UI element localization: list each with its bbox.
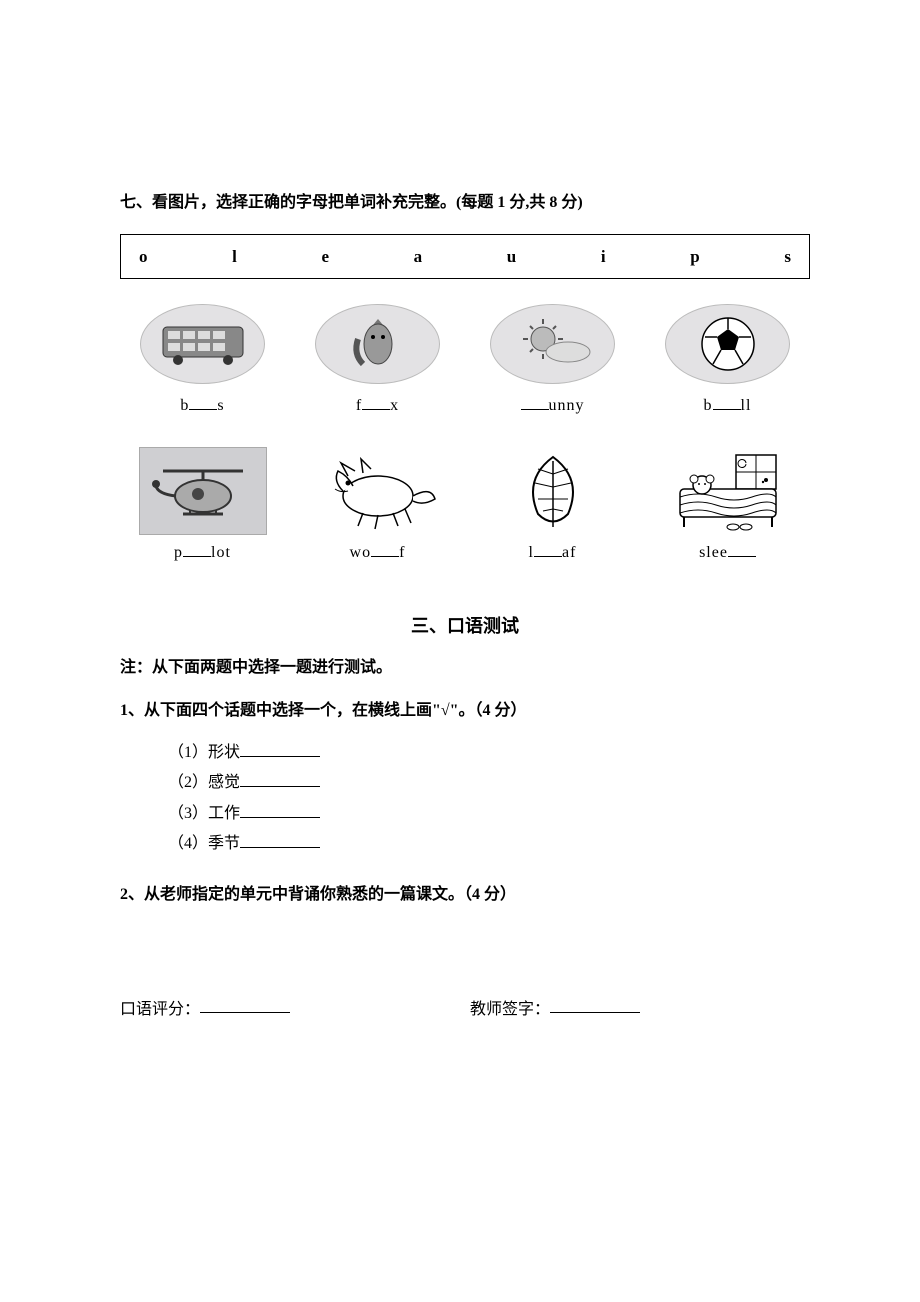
cell-wolf: wo f (303, 446, 453, 566)
word-fox-post: x (390, 397, 399, 414)
oral-q1: 1、从下面四个话题中选择一个，在横线上画"√"。（4 分） (120, 698, 810, 724)
letter-a: a (414, 243, 423, 270)
oral-options: （1）形状 （2）感觉 （3）工作 （4）季节 (168, 738, 810, 860)
letter-i: i (601, 243, 606, 270)
cell-fox: fx (303, 299, 453, 419)
word-ball[interactable]: b ll (704, 393, 752, 419)
sunny-icon (508, 314, 598, 374)
opt-3-blank[interactable] (240, 802, 320, 818)
image-row-2: p lot wo f (120, 446, 810, 566)
signature-row: 口语评分： 教师签字： (120, 997, 810, 1023)
letter-u: u (507, 243, 516, 270)
wolf-icon (313, 451, 443, 531)
word-pilot[interactable]: p lot (174, 540, 231, 566)
letter-l: l (232, 243, 237, 270)
word-wolf[interactable]: wo f (350, 540, 406, 566)
blank-fox[interactable] (362, 394, 390, 410)
blank-ball[interactable] (713, 394, 741, 410)
opt-4-label: （4）季节 (168, 835, 240, 852)
letter-e: e (321, 243, 329, 270)
opt-2[interactable]: （2）感觉 (168, 768, 810, 798)
cell-bus: bs (128, 299, 278, 419)
opt-1[interactable]: （1）形状 (168, 738, 810, 768)
cell-ball: b ll (653, 299, 803, 419)
image-row-1: bs fx (120, 299, 810, 419)
blank-wolf[interactable] (371, 541, 399, 557)
sleep-image (663, 446, 793, 536)
word-sunny-post: unny (549, 397, 585, 414)
ball-image (663, 299, 793, 389)
blank-bus[interactable] (189, 394, 217, 410)
cell-sleep: slee (653, 446, 803, 566)
word-bus-post: s (217, 397, 224, 414)
opt-4[interactable]: （4）季节 (168, 829, 810, 859)
bus-image (138, 299, 268, 389)
word-pilot-post: lot (211, 544, 231, 561)
word-leaf-post: af (562, 544, 576, 561)
opt-2-label: （2）感觉 (168, 774, 240, 791)
opt-2-blank[interactable] (240, 771, 320, 787)
oral-heading: 三、口语测试 (120, 612, 810, 641)
bus-icon (158, 319, 248, 369)
section-7-title: 七、看图片，选择正确的字母把单词补充完整。(每题 1 分,共 8 分) (120, 190, 810, 216)
opt-3[interactable]: （3）工作 (168, 799, 810, 829)
opt-4-blank[interactable] (240, 832, 320, 848)
leaf-image (488, 446, 618, 536)
word-ball-pre: b (704, 397, 713, 414)
word-sleep[interactable]: slee (699, 540, 756, 566)
word-ball-post: ll (741, 397, 752, 414)
wolf-image (313, 446, 443, 536)
blank-sunny[interactable] (521, 394, 549, 410)
oral-q2: 2、从老师指定的单元中背诵你熟悉的一篇课文。（4 分） (120, 882, 810, 908)
opt-1-label: （1）形状 (168, 744, 240, 761)
blank-sleep[interactable] (728, 541, 756, 557)
oral-note: 注：从下面两题中选择一题进行测试。 (120, 655, 810, 681)
pilot-image (138, 446, 268, 536)
word-leaf[interactable]: laf (529, 540, 577, 566)
word-fox[interactable]: fx (356, 393, 399, 419)
opt-3-label: （3）工作 (168, 805, 240, 822)
letter-s: s (784, 243, 791, 270)
opt-1-blank[interactable] (240, 741, 320, 757)
cell-pilot: p lot (128, 446, 278, 566)
word-wolf-pre: wo (350, 544, 372, 561)
sign-blank[interactable] (550, 997, 640, 1013)
helicopter-icon (148, 456, 258, 526)
word-pilot-pre: p (174, 544, 183, 561)
blank-leaf[interactable] (534, 541, 562, 557)
word-sunny[interactable]: unny (521, 393, 585, 419)
score-label: 口语评分： (120, 997, 200, 1023)
word-wolf-post: f (399, 544, 405, 561)
fox-icon (343, 309, 413, 379)
blank-pilot[interactable] (183, 541, 211, 557)
ball-icon (693, 309, 763, 379)
sign-label: 教师签字： (470, 997, 550, 1023)
letter-bank: o l e a u i p s (120, 234, 810, 279)
letter-o: o (139, 243, 148, 270)
cell-leaf: laf (478, 446, 628, 566)
leaf-icon (513, 449, 593, 534)
word-sleep-pre: slee (699, 544, 728, 561)
fox-image (313, 299, 443, 389)
cell-sunny: unny (478, 299, 628, 419)
letter-p: p (690, 243, 699, 270)
word-bus[interactable]: bs (180, 393, 224, 419)
score-blank[interactable] (200, 997, 290, 1013)
word-bus-pre: b (180, 397, 189, 414)
sunny-image (488, 299, 618, 389)
sleep-icon (668, 449, 788, 534)
